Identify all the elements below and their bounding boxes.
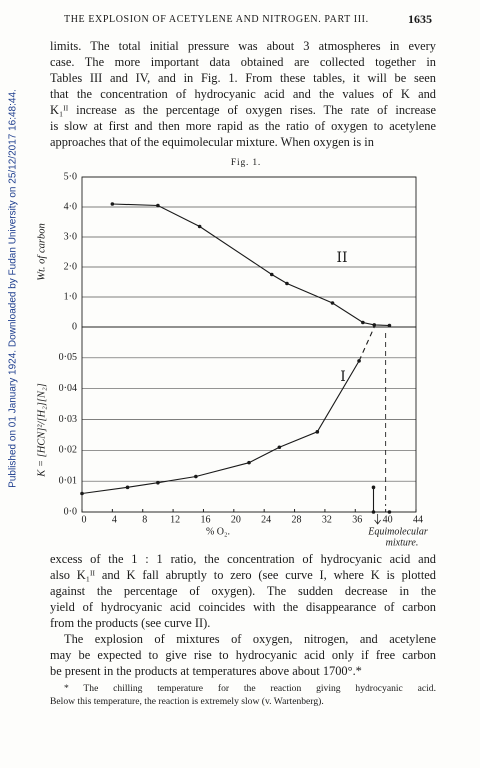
y-tick-label: 2·0	[64, 261, 77, 272]
page-number: 1635	[408, 12, 432, 26]
text-line: approaches that of the equimolecular mix…	[50, 135, 374, 149]
text-line: case. The more important data obtained a…	[50, 55, 436, 69]
x-tick-label: 36	[352, 514, 362, 525]
text-line: also K₁ᴵᴵ and K fall abruptly to zero (s…	[50, 568, 436, 582]
data-point	[269, 272, 274, 277]
data-point	[330, 301, 335, 305]
y-tick-label: 1·0	[64, 291, 77, 302]
data-point	[125, 485, 130, 490]
x-tick-label: 0	[82, 514, 87, 525]
plot-frame	[81, 326, 417, 513]
y-axis-label: K = [HCN]²/[H₂][N₂]	[36, 383, 47, 477]
y-tick-label: 0·05	[59, 352, 77, 363]
x-tick-label: 24	[261, 514, 271, 525]
x-axis-label: % O₂.	[206, 526, 230, 537]
data-point	[156, 203, 160, 208]
y-tick-label: 0·02	[59, 445, 77, 456]
annotation: Equimolecular	[367, 526, 428, 537]
text-line: excess of the 1 : 1 ratio, the concentra…	[50, 552, 436, 566]
annotation: mixture.	[386, 537, 419, 548]
series-label: II	[336, 250, 347, 266]
x-tick-label: 32	[322, 514, 332, 525]
y-tick-label: 3·0	[64, 231, 77, 242]
figure-label: Fig. 1.	[231, 158, 261, 168]
data-point	[315, 430, 320, 434]
data-point	[277, 445, 282, 450]
data-point	[285, 281, 289, 286]
data-point	[372, 323, 377, 327]
x-tick-label: 28	[292, 514, 302, 525]
series-line	[112, 203, 390, 327]
x-tick-label: 12	[170, 514, 180, 525]
y-tick-label: 4·0	[64, 201, 77, 212]
text-line: is slow at first and then more rapid as …	[50, 119, 436, 133]
y-tick-label: 0·04	[59, 383, 77, 394]
x-tick-label: 40	[383, 514, 393, 525]
data-point	[80, 491, 84, 496]
text-line: be present in the products at temperatur…	[50, 664, 362, 678]
text-line: that the concentration of hydrocyanic ac…	[50, 87, 436, 101]
text-line: The explosion of mixtures of oxygen, nit…	[64, 632, 436, 646]
data-point	[156, 480, 160, 485]
data-point	[247, 460, 251, 465]
text-line: K₁ᴵᴵ increase as the percentage of oxyge…	[50, 103, 436, 117]
y-axis-label: Wt. of carbon	[36, 223, 47, 280]
x-tick-label: 8	[142, 514, 147, 525]
text-line: limits. The total initial pressure was a…	[50, 39, 436, 53]
data-point	[194, 474, 198, 479]
data-point	[371, 510, 376, 514]
series-line	[81, 360, 360, 495]
y-tick-label: 0·0	[64, 506, 77, 517]
plot-frame	[81, 176, 417, 328]
series-label: I	[340, 369, 346, 385]
data-point	[387, 323, 392, 328]
text-line: from the products (see curve II).	[50, 616, 211, 630]
data-point	[361, 320, 365, 325]
series-line	[372, 487, 390, 513]
data-point	[371, 485, 376, 490]
x-tick-label: 4	[112, 514, 117, 525]
text-line: yield of hydrocyanic acid coincides with…	[50, 600, 436, 614]
text-line: Below this temperature, the reaction is …	[50, 696, 324, 707]
x-tick-label: 44	[413, 514, 423, 525]
data-point	[387, 510, 392, 514]
text-line: * The chilling temperature for the react…	[64, 683, 436, 694]
x-tick-label: 16	[200, 514, 210, 525]
data-point	[110, 202, 115, 206]
y-tick-label: 5·0	[64, 171, 77, 182]
running-title: THE EXPLOSION OF ACETYLENE AND NITROGEN.…	[64, 14, 369, 25]
text-line: Tables III and IV, and in Fig. 1. From t…	[50, 71, 436, 85]
text-line: against the percentage of oxygen). The s…	[50, 584, 436, 598]
y-tick-label: 0	[72, 321, 77, 332]
x-tick-label: 20	[231, 514, 241, 525]
text-line: may be expected to give rise to hydrocya…	[50, 648, 436, 662]
series-line	[358, 326, 375, 362]
y-tick-label: 0·01	[59, 475, 77, 486]
y-tick-label: 0·03	[59, 414, 77, 425]
arrow	[374, 514, 381, 525]
data-point	[197, 224, 202, 229]
